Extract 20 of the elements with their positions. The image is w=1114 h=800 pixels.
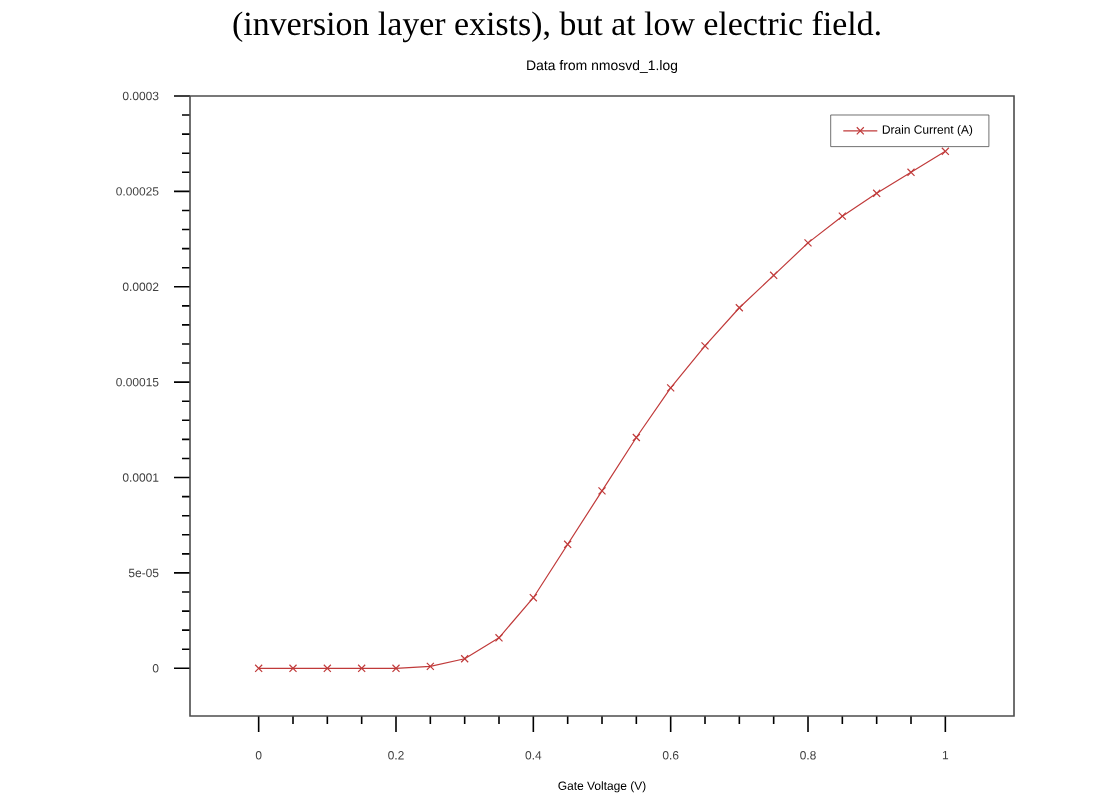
point xyxy=(735,303,744,312)
point xyxy=(357,664,366,673)
point xyxy=(323,664,332,673)
point xyxy=(632,433,641,442)
point xyxy=(803,238,813,248)
point xyxy=(700,341,710,351)
point xyxy=(838,212,847,221)
point xyxy=(460,654,469,663)
point xyxy=(872,189,881,198)
point xyxy=(529,593,538,602)
point xyxy=(597,486,607,496)
point xyxy=(769,271,778,280)
point xyxy=(391,664,401,673)
point xyxy=(494,633,504,642)
point xyxy=(563,540,572,549)
text: (inversion layer exists), but at low electric field. xyxy=(233,11,880,43)
point xyxy=(906,168,916,177)
point xyxy=(288,664,298,673)
point xyxy=(426,662,435,671)
point xyxy=(666,383,675,392)
